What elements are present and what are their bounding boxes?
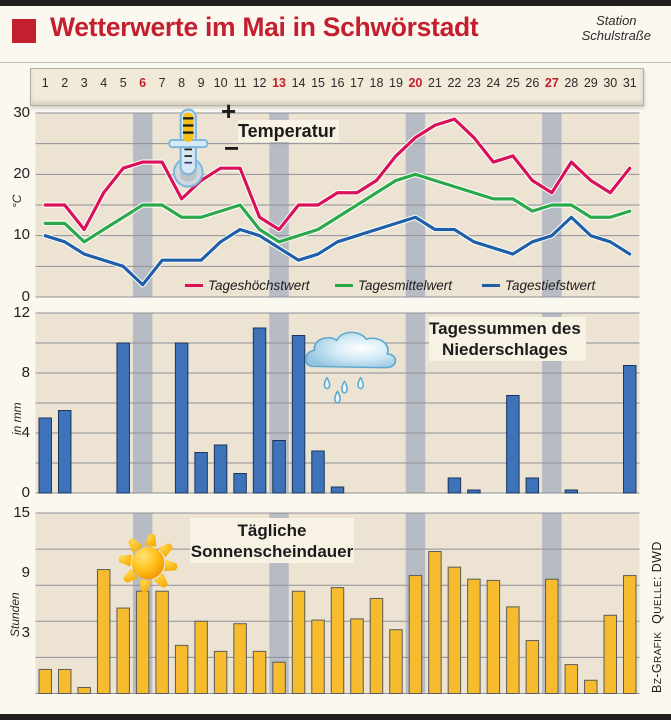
svg-text:−: − <box>224 133 239 163</box>
svg-text:+: + <box>221 96 236 126</box>
